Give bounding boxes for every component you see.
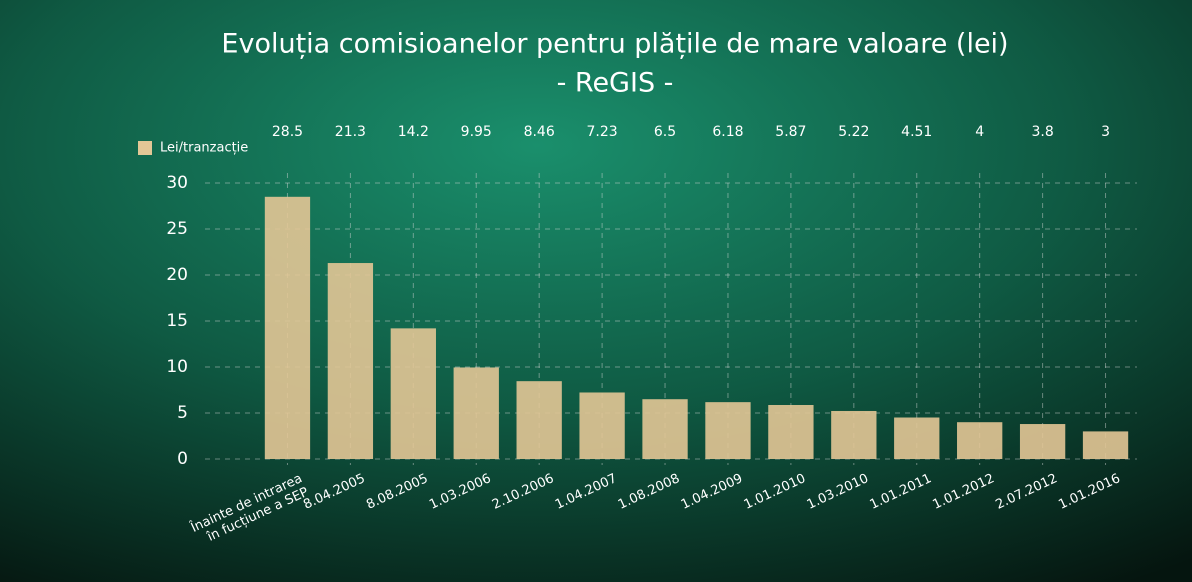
y-tick-label: 15 — [166, 311, 188, 331]
bar — [579, 392, 625, 459]
value-label: 3.8 — [1031, 124, 1053, 140]
chart-subtitle: - ReGIS - — [557, 68, 674, 99]
value-label: 3 — [1101, 124, 1110, 140]
bar — [642, 399, 688, 459]
bar — [957, 422, 1003, 459]
value-label: 5.22 — [838, 124, 869, 140]
y-tick-label: 20 — [166, 265, 188, 285]
value-label: 6.5 — [654, 124, 676, 140]
y-tick-label: 10 — [166, 357, 188, 377]
bar — [390, 328, 436, 459]
bar — [453, 367, 499, 459]
legend-label: Lei/tranzacție — [160, 141, 248, 156]
value-label: 4 — [975, 124, 984, 140]
value-label: 4.51 — [901, 124, 932, 140]
bar — [768, 404, 814, 459]
value-label: 6.18 — [712, 124, 743, 140]
value-label: 7.23 — [587, 124, 618, 140]
legend-swatch — [138, 141, 152, 155]
value-label: 28.5 — [272, 124, 303, 140]
bar — [1082, 431, 1129, 459]
y-tick-label: 5 — [177, 403, 188, 423]
value-label: 5.87 — [775, 124, 806, 140]
bar — [894, 417, 940, 459]
value-label: 8.46 — [524, 124, 555, 140]
y-tick-label: 25 — [166, 219, 188, 239]
bar — [327, 263, 374, 459]
chart-title: Evoluția comisioanelor pentru plățile de… — [221, 29, 1008, 60]
bar — [705, 402, 751, 459]
value-label: 14.2 — [398, 124, 429, 140]
bar — [1019, 424, 1066, 459]
value-label: 9.95 — [461, 124, 492, 140]
y-tick-label: 0 — [177, 449, 188, 469]
bar — [516, 381, 562, 459]
value-label: 21.3 — [335, 124, 366, 140]
bar — [264, 196, 311, 460]
y-tick-label: 30 — [166, 173, 188, 193]
bar — [831, 410, 877, 459]
